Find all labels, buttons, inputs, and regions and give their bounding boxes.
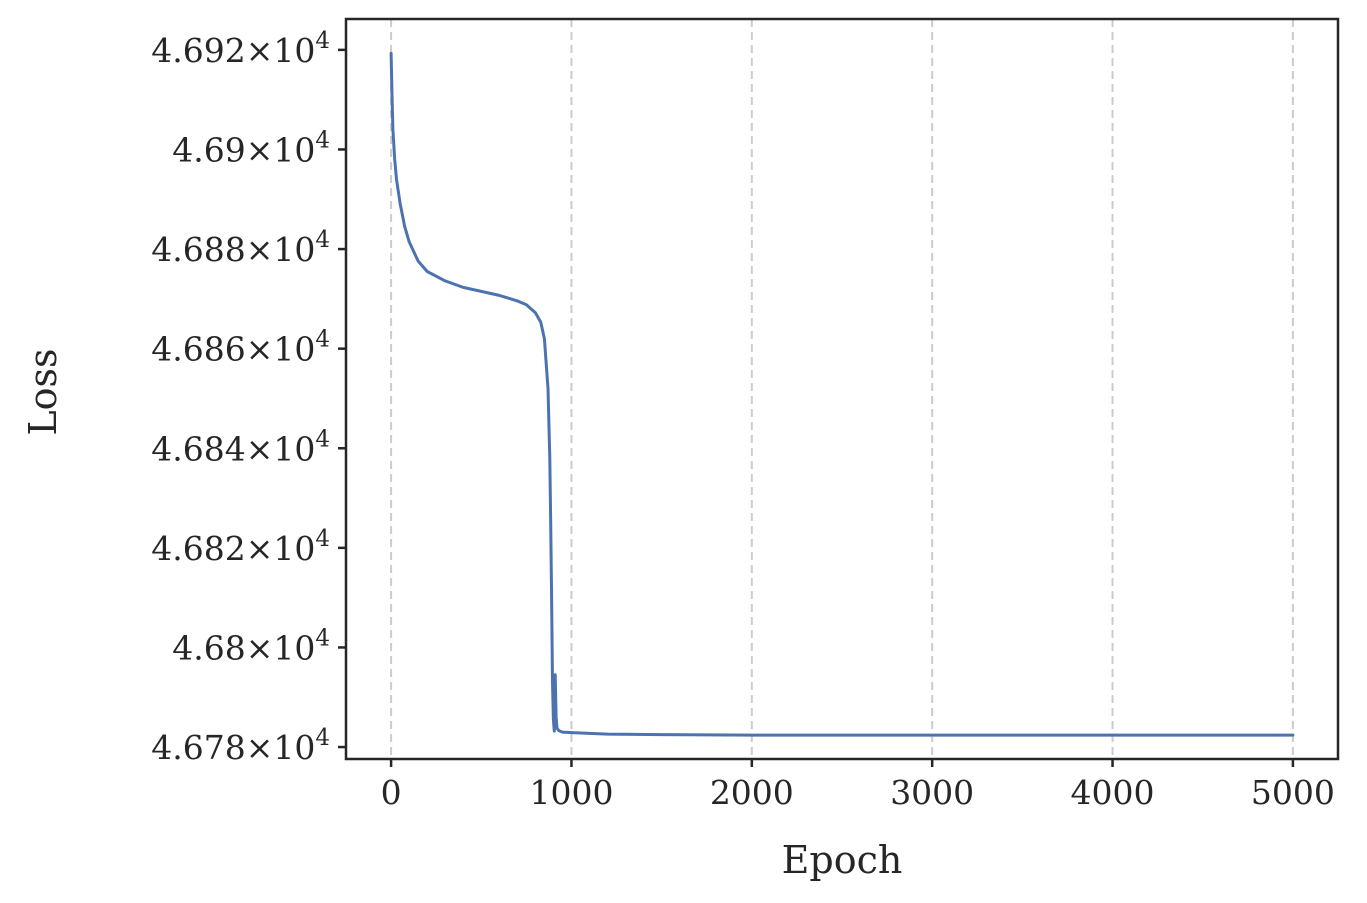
x-axis-ticks: 0 1000 2000 3000 4000 5000: [381, 759, 1335, 812]
grid-lines: [390, 19, 1294, 759]
y-tick-label: 4.692×104: [151, 28, 330, 70]
y-tick-label: 4.686×104: [151, 327, 330, 369]
y-tick-label: 4.678×104: [151, 725, 330, 767]
y-axis-label: Loss: [21, 348, 65, 435]
y-tick-label: 4.682×104: [151, 526, 330, 568]
y-tick-label: 4.684×104: [151, 426, 330, 468]
y-tick-label: 4.688×104: [151, 227, 330, 269]
series-layer: [389, 51, 1295, 737]
x-tick-label: 2000: [710, 773, 794, 812]
x-tick-label: 1000: [529, 773, 613, 812]
x-tick-label: 3000: [890, 773, 974, 812]
y-tick-label: 4.69×104: [172, 127, 330, 169]
y-tick-label: 4.68×104: [172, 625, 330, 667]
x-tick-label: 4000: [1071, 773, 1155, 812]
x-tick-label: 5000: [1251, 773, 1335, 812]
plot-frame: [344, 17, 1340, 761]
x-axis-label: Epoch: [782, 838, 903, 882]
x-tick-label: 0: [381, 773, 402, 812]
loss-series-line: [389, 51, 1295, 737]
y-axis-ticks: 4.678×104 4.68×104 4.682×104 4.684×104 4.686…: [151, 28, 346, 767]
